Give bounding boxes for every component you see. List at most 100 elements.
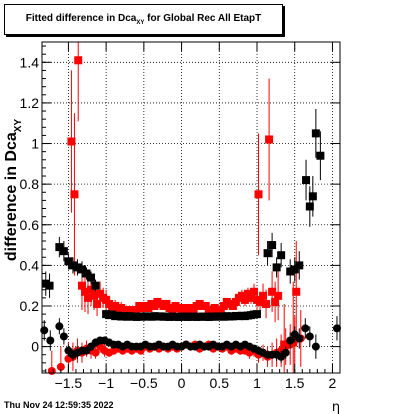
y-tick-label: 0.8 [20,176,40,192]
data-point [91,281,100,290]
data-point [253,310,262,319]
data-point [301,324,310,333]
chart-title-prefix: Fitted difference in Dca [25,13,137,24]
data-point [45,281,54,290]
data-point [286,336,295,345]
data-point [183,308,192,317]
data-point [59,247,68,256]
data-point [295,261,304,270]
y-tick-label: 0 [31,339,39,355]
x-axis-label: η [332,400,340,414]
grid [42,42,340,373]
data-point [240,295,249,304]
data-point [201,301,210,310]
series-3 [40,316,341,363]
series-0 [67,42,301,373]
x-tick-label: 0 [178,375,186,391]
data-point [281,348,290,357]
data-point [237,291,246,300]
data-point [277,251,286,260]
data-point [207,308,216,317]
data-point [316,151,325,160]
data-point [90,291,99,300]
data-point [259,291,268,300]
data-point [254,190,263,199]
data-point [268,287,277,296]
data-point [56,362,65,371]
x-tick-label: −1 [98,375,114,391]
data-point [180,304,189,313]
data-point [265,135,274,144]
y-tick-label: 1 [31,136,39,152]
data-point [271,297,280,306]
data-point [74,56,83,65]
data-point [168,306,177,315]
y-axis-label-subscript: XY [13,119,24,133]
axes: −1.5 −1 −0.5 0 0.5 1 1.5 2 0 0.2 0.4 0.6 0.8 1 1.2 1.4 [20,42,340,391]
chart-title-subscript: XY [136,20,145,26]
data-point [305,332,314,341]
data-point [295,334,304,343]
data-point [268,241,277,250]
data-point [332,324,341,333]
data-point [246,293,255,302]
data-point [263,249,272,258]
x-tick-label: −1.5 [55,375,83,391]
x-tick-label: −0.5 [130,375,158,391]
data-point [162,299,171,308]
data-point [91,348,100,357]
data-point [302,176,311,185]
data-point [77,281,86,290]
data-point [81,287,90,296]
data-point [73,263,82,272]
y-tick-label: 1.2 [20,95,40,111]
chart-title: Fitted difference in DcaXY for Global Re… [5,13,282,26]
data-point [308,192,317,201]
data-point [228,301,237,310]
y-axis-label-main: difference in Dca [3,132,20,261]
data-point [70,190,79,199]
data-point [87,273,96,282]
data-point [286,267,295,276]
series-2 [41,109,325,321]
data-point [274,291,283,300]
data-point [82,269,91,278]
data-point [59,332,68,341]
data-point [219,301,228,310]
y-tick-label: 0.4 [20,257,40,273]
data-point [67,137,76,146]
data-point [144,304,153,313]
data-point [87,285,96,294]
data-point [243,289,252,298]
data-point [55,322,64,331]
chart-title-suffix: for Global Rec All EtapT [144,13,262,24]
y-tick-label: 0.6 [20,217,40,233]
data-point [256,297,265,306]
data-point [111,301,120,310]
data-point [311,342,320,351]
y-tick-label: 1.4 [20,54,40,70]
data-point [77,265,86,274]
data-point [96,289,105,298]
data-point [55,243,64,252]
data-point [117,304,126,313]
plot-frame [41,41,341,374]
data-points [40,42,341,375]
x-tick-label: 1.5 [285,375,305,391]
chart-title-box: Fitted difference in DcaXY for Global Re… [4,4,283,35]
data-point [216,306,225,315]
data-point [126,306,135,315]
y-axis-label: difference in DcaXY [3,119,24,262]
data-point [231,297,240,306]
y-tick-label: 0.2 [20,298,40,314]
data-point [249,287,258,296]
data-point [305,202,314,211]
data-point [68,261,77,270]
data-point [290,265,299,274]
data-point [64,257,73,266]
data-point [105,299,114,308]
x-tick-label: 2 [329,375,337,391]
data-point [272,263,281,272]
data-point [46,336,55,345]
